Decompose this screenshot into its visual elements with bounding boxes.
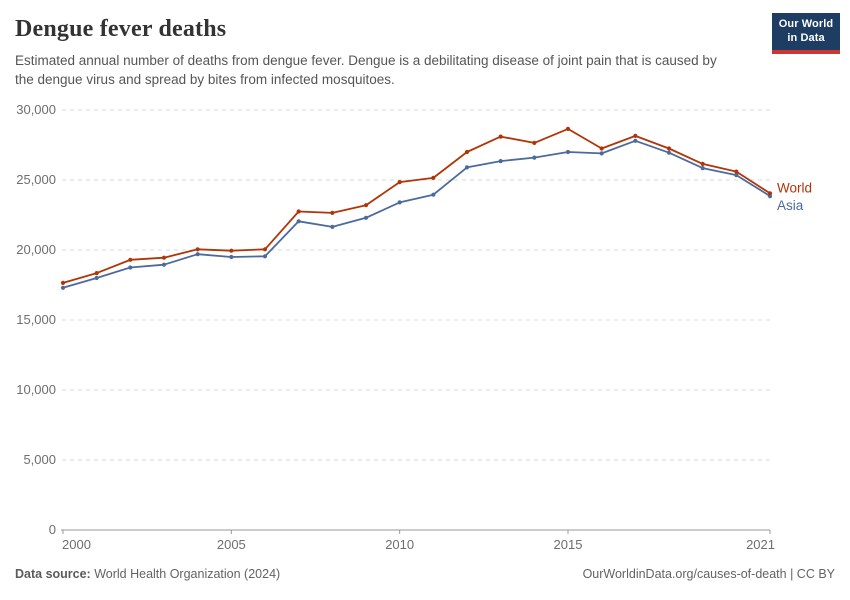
data-source-value: World Health Organization (2024) — [90, 567, 281, 581]
data-point-world[interactable] — [229, 248, 234, 253]
data-point-world[interactable] — [464, 149, 470, 155]
data-point-world[interactable] — [94, 271, 99, 276]
data-point-world[interactable] — [330, 210, 335, 215]
y-tick-label: 30,000 — [16, 102, 56, 117]
y-tick-label: 25,000 — [16, 172, 56, 187]
data-point-world[interactable] — [128, 257, 133, 262]
chart-subtitle: Estimated annual number of deaths from d… — [15, 53, 717, 87]
x-tick-label: 2021 — [746, 537, 775, 552]
data-point-world[interactable] — [195, 247, 200, 252]
data-point-asia[interactable] — [431, 192, 436, 197]
series-line-world[interactable] — [62, 127, 771, 284]
data-point-world[interactable] — [666, 146, 672, 151]
data-point-asia[interactable] — [498, 159, 503, 164]
data-point-asia[interactable] — [565, 149, 571, 155]
y-tick-label: 20,000 — [16, 242, 56, 257]
series-label-world[interactable]: World — [777, 180, 812, 195]
series-label-asia[interactable]: Asia — [777, 198, 804, 213]
y-tick-label: 15,000 — [16, 312, 56, 327]
x-tick-label: 2005 — [217, 537, 246, 552]
owid-logo[interactable]: Our World in Data — [772, 13, 840, 54]
data-point-asia[interactable] — [633, 138, 638, 143]
data-point-world[interactable] — [734, 169, 739, 174]
data-point-asia[interactable] — [262, 254, 268, 259]
data-point-asia[interactable] — [330, 224, 335, 229]
footer-attribution[interactable]: OurWorldinData.org/causes-of-death | CC … — [582, 567, 835, 581]
data-point-asia[interactable] — [532, 155, 537, 160]
data-point-asia[interactable] — [397, 200, 402, 205]
data-point-asia[interactable] — [700, 166, 705, 171]
y-tick-label: 0 — [49, 522, 56, 537]
owid-logo-line1: Our World — [778, 18, 834, 30]
data-point-asia[interactable] — [128, 265, 133, 270]
data-point-asia[interactable] — [666, 150, 672, 155]
data-point-asia[interactable] — [734, 173, 739, 178]
data-point-asia[interactable] — [363, 215, 369, 220]
x-tick-label: 2010 — [385, 537, 414, 552]
data-point-world[interactable] — [397, 180, 402, 185]
data-point-world[interactable] — [60, 280, 66, 285]
series-line-asia[interactable] — [62, 139, 771, 289]
data-point-world[interactable] — [498, 134, 503, 139]
data-source-label: Data source: — [15, 567, 91, 581]
data-point-asia[interactable] — [464, 165, 470, 170]
data-point-world[interactable] — [363, 203, 369, 208]
data-point-world[interactable] — [633, 133, 638, 138]
x-tick-label: 2015 — [554, 537, 583, 552]
y-tick-label: 5,000 — [23, 452, 56, 467]
y-tick-label: 10,000 — [16, 382, 56, 397]
data-point-world[interactable] — [262, 247, 268, 252]
data-point-world[interactable] — [161, 255, 167, 260]
data-point-asia[interactable] — [599, 151, 604, 156]
data-point-world[interactable] — [296, 209, 301, 214]
chart-footer: Data source: World Health Organization (… — [15, 567, 835, 581]
data-point-world[interactable] — [700, 161, 705, 166]
data-point-world[interactable] — [431, 175, 436, 180]
data-point-asia[interactable] — [229, 254, 234, 260]
data-point-world[interactable] — [565, 126, 571, 131]
data-point-world[interactable] — [767, 191, 773, 196]
data-point-asia[interactable] — [195, 252, 200, 257]
data-point-world[interactable] — [599, 146, 604, 151]
data-source: Data source: World Health Organization (… — [15, 567, 280, 581]
data-point-asia[interactable] — [296, 219, 301, 224]
page-title: Dengue fever deaths — [15, 16, 227, 42]
data-point-asia[interactable] — [94, 275, 99, 281]
owid-logo-line2: in Data — [787, 31, 825, 44]
data-point-asia[interactable] — [60, 285, 66, 290]
data-point-world[interactable] — [532, 140, 537, 145]
data-point-asia[interactable] — [161, 262, 167, 267]
x-tick-label: 2000 — [62, 537, 91, 552]
